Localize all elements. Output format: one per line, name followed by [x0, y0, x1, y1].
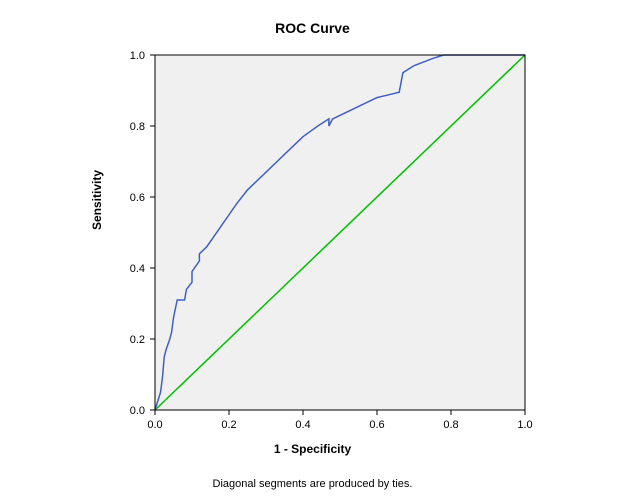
y-tick-label: 0.6: [130, 192, 145, 204]
y-tick-label: 0.0: [130, 405, 145, 417]
x-tick-label: 0.8: [443, 419, 458, 431]
x-tick-label: 0.6: [369, 419, 384, 431]
x-axis-label: 1 - Specificity: [0, 442, 625, 456]
y-tick-label: 0.8: [130, 121, 145, 133]
x-tick-label: 0.0: [147, 419, 162, 431]
y-tick-label: 0.2: [130, 334, 145, 346]
chart-container: ROC Curve 0.00.20.40.60.81.00.00.20.40.6…: [0, 0, 625, 500]
x-tick-label: 1.0: [517, 419, 532, 431]
y-axis-label: Sensitivity: [90, 170, 104, 230]
y-tick-label: 0.4: [130, 263, 145, 275]
x-tick-label: 0.2: [221, 419, 236, 431]
chart-svg: 0.0 0.2 0.4 0.6 0.8 1.0 0.0 0.2 0.4 0.6 0.8 1.0: [0, 0, 625, 500]
y-tick-label: 1.0: [130, 50, 145, 62]
x-tick-label: 0.4: [295, 419, 310, 431]
chart-caption: Diagonal segments are produced by ties.: [0, 478, 625, 490]
